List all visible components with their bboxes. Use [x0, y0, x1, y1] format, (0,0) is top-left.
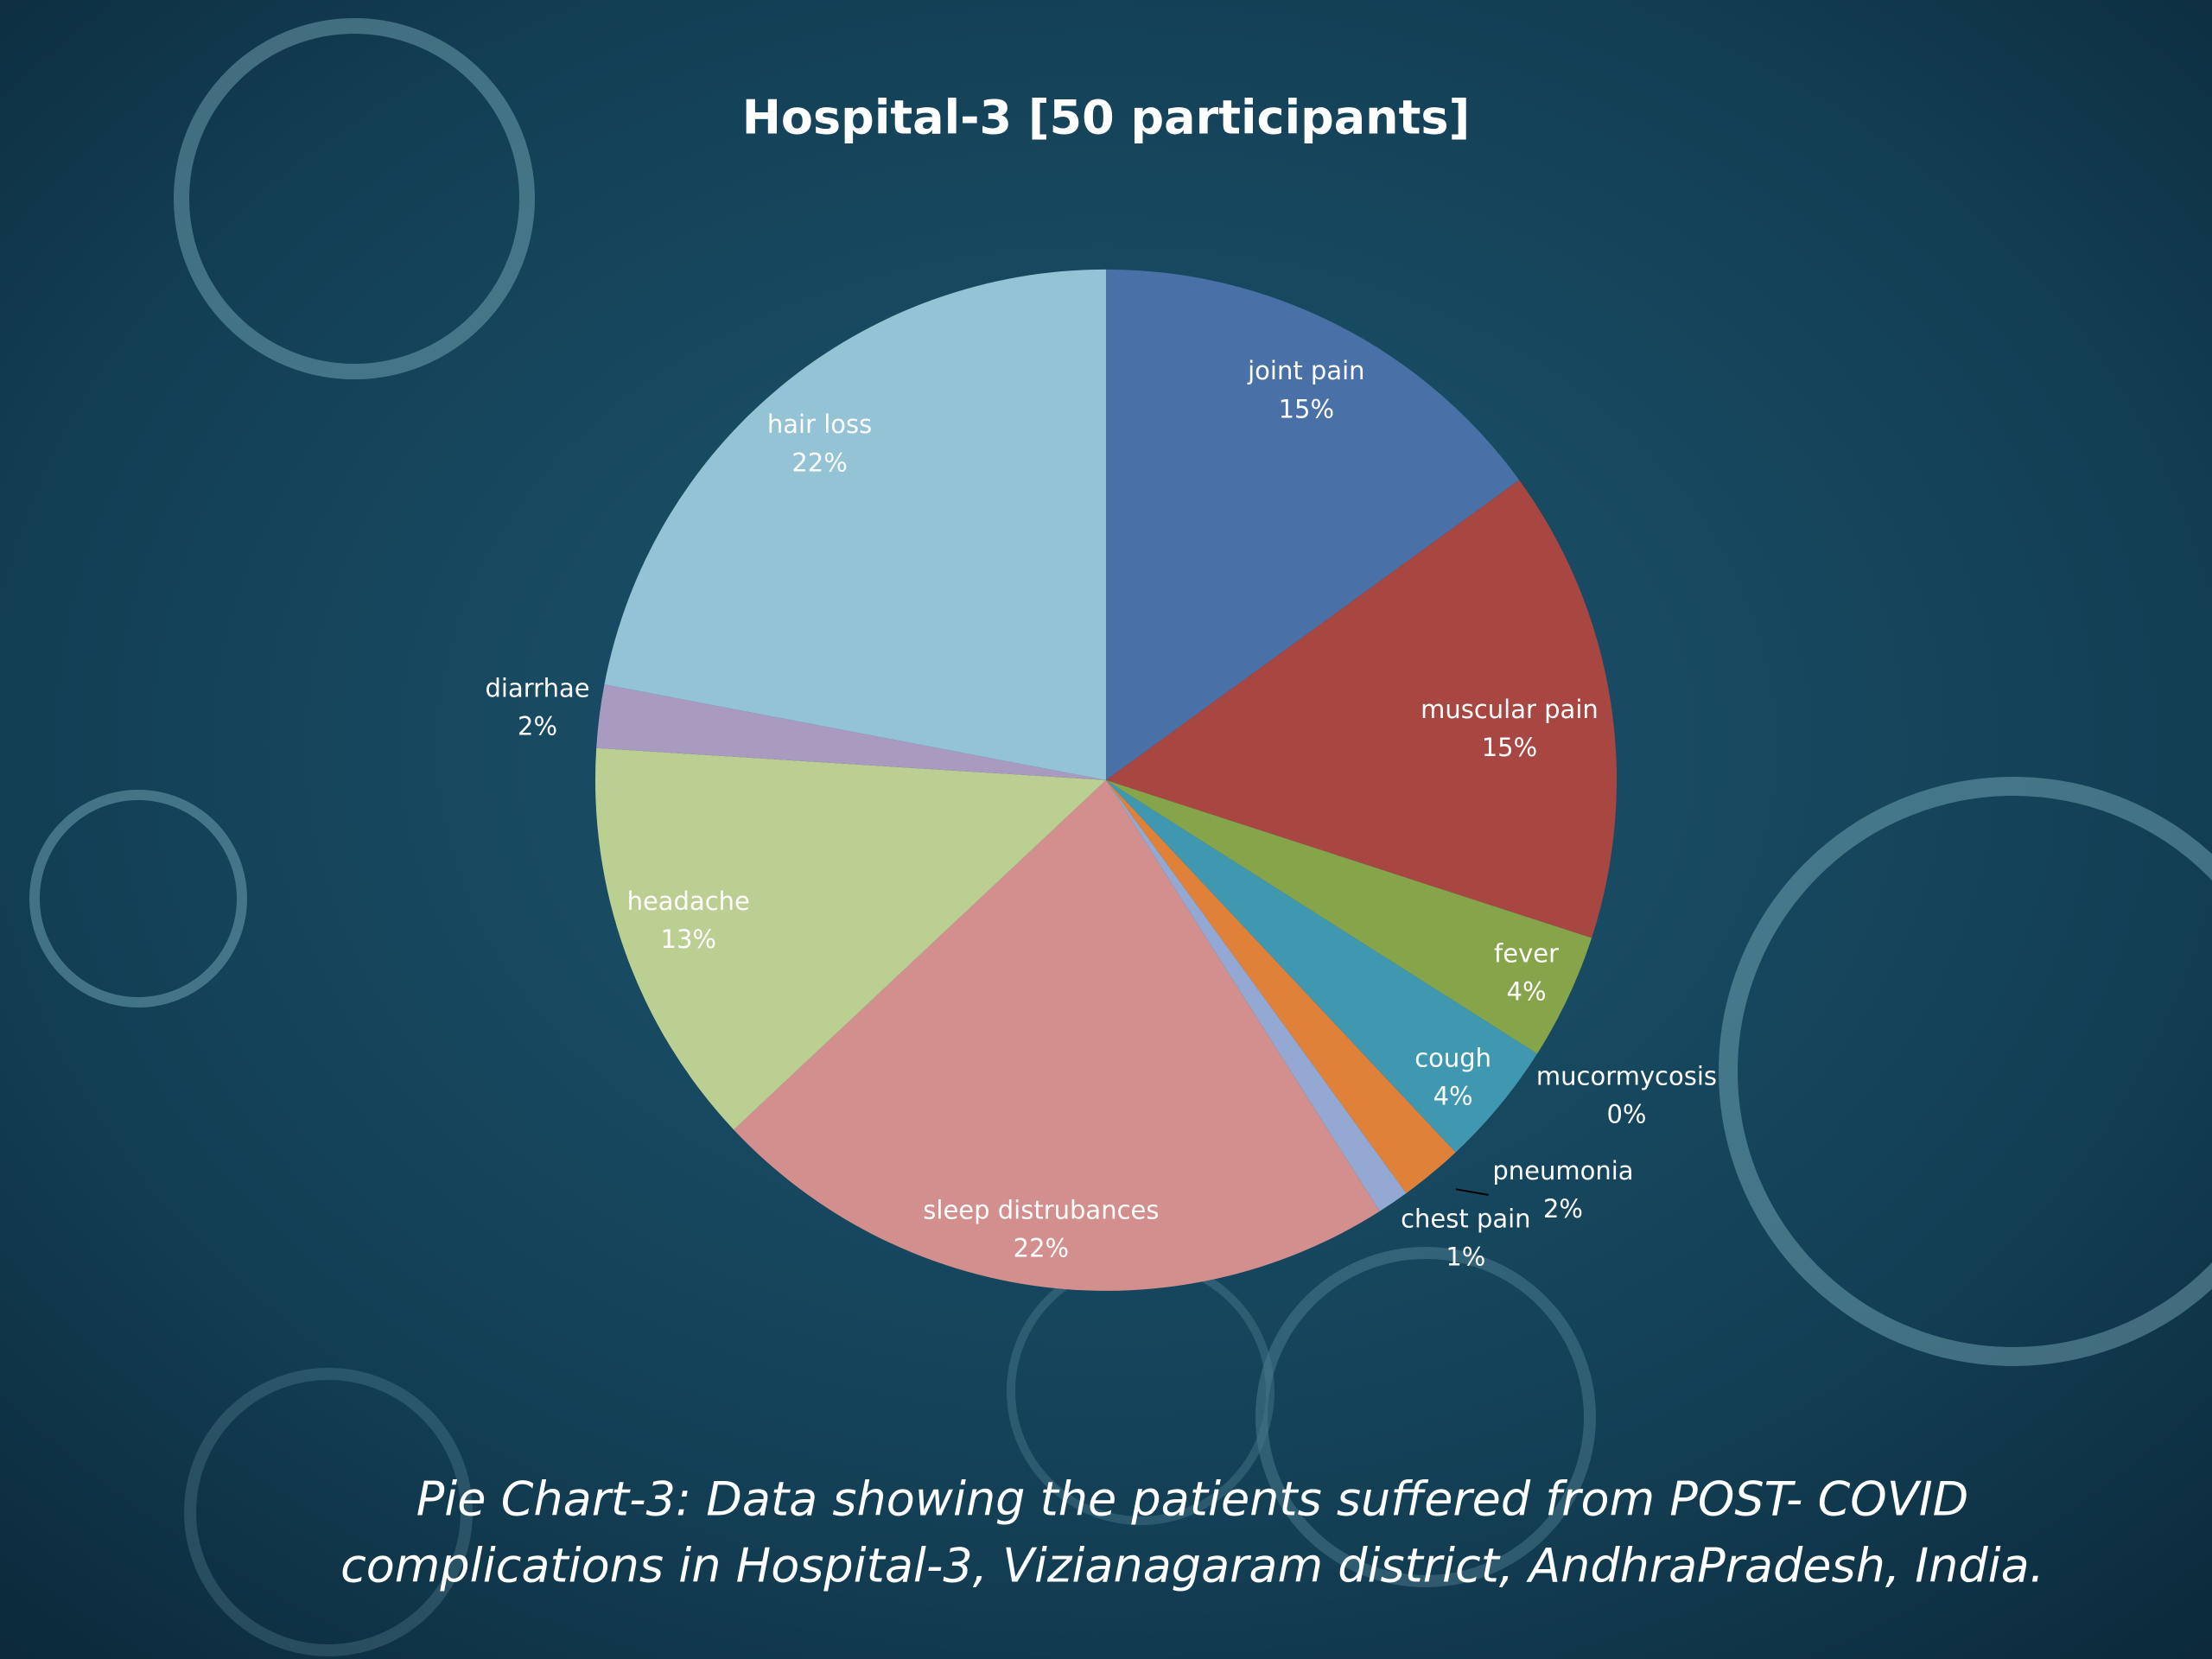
slice-label: joint pain 15% [1247, 356, 1364, 423]
slice-value-label: 0% [1606, 1100, 1646, 1129]
pie-slice [1106, 779, 1407, 1211]
slice-value-label: 1% [1446, 1242, 1485, 1271]
pie-slice [1106, 480, 1618, 938]
slice-label: hair loss 22% [767, 410, 872, 477]
slice-value-label: 15% [1482, 733, 1537, 762]
virus-decoration [29, 18, 2212, 1656]
slice-name: sleep distrubances [923, 1196, 1159, 1225]
slice-value-label: 2% [1543, 1194, 1583, 1224]
slice-value-label: 4% [1507, 977, 1547, 1007]
slice-value-label: 22% [791, 448, 847, 477]
slice-value-label: 13% [661, 925, 716, 954]
slice-name: diarrhae [486, 674, 590, 703]
pie-slice [1106, 269, 1520, 780]
slice-name: muscular pain [1421, 695, 1599, 724]
labels: joint pain 15% muscular pain 15% fever 4% muco… [486, 356, 1717, 1271]
slice-label: fever 4% [1494, 938, 1559, 1006]
pie-slice [1106, 779, 1456, 1194]
slice-value-label: 22% [1014, 1234, 1069, 1263]
pie-slice [734, 779, 1380, 1291]
pie [594, 269, 1618, 1291]
chart-title: Hospital-3 [50 participants] [742, 91, 1471, 145]
slice-label: diarrhae 2% [486, 674, 590, 741]
slice-label: headache 13% [627, 887, 750, 954]
slice-name: pneumonia [1492, 1156, 1633, 1185]
slice-name: cough [1414, 1043, 1491, 1072]
slice-value-label: 4% [1433, 1081, 1473, 1110]
pie-slice [1106, 779, 1592, 1054]
slice-value-label: 15% [1279, 394, 1334, 423]
slice-name: chest pain [1401, 1204, 1530, 1233]
caption-line: complications in Hospital-3, Vizianagara… [340, 1539, 2044, 1593]
slice-label: chest pain 1% [1401, 1204, 1530, 1271]
slice-label: pneumonia 2% [1492, 1156, 1633, 1224]
pie-slice [1106, 779, 1538, 1153]
leader-line [1455, 1188, 1489, 1196]
slice-label: mucormycosis 0% [1536, 1062, 1717, 1129]
slice-name: headache [627, 887, 750, 916]
slice-label: muscular pain 15% [1421, 695, 1599, 762]
slice-label: cough 4% [1414, 1043, 1491, 1110]
caption-line: Pie Chart-3: Data showing the patients s… [416, 1472, 1969, 1527]
slice-label: sleep distrubances 22% [923, 1196, 1159, 1263]
pie-slice [594, 747, 1106, 1130]
pie-slice [596, 684, 1106, 780]
slice-name: joint pain [1247, 356, 1364, 385]
slice-name: mucormycosis [1536, 1062, 1717, 1091]
slice-name: fever [1494, 938, 1559, 968]
pie-slice [604, 269, 1106, 780]
slice-value-label: 2% [518, 712, 557, 741]
slice-name: hair loss [767, 410, 872, 439]
